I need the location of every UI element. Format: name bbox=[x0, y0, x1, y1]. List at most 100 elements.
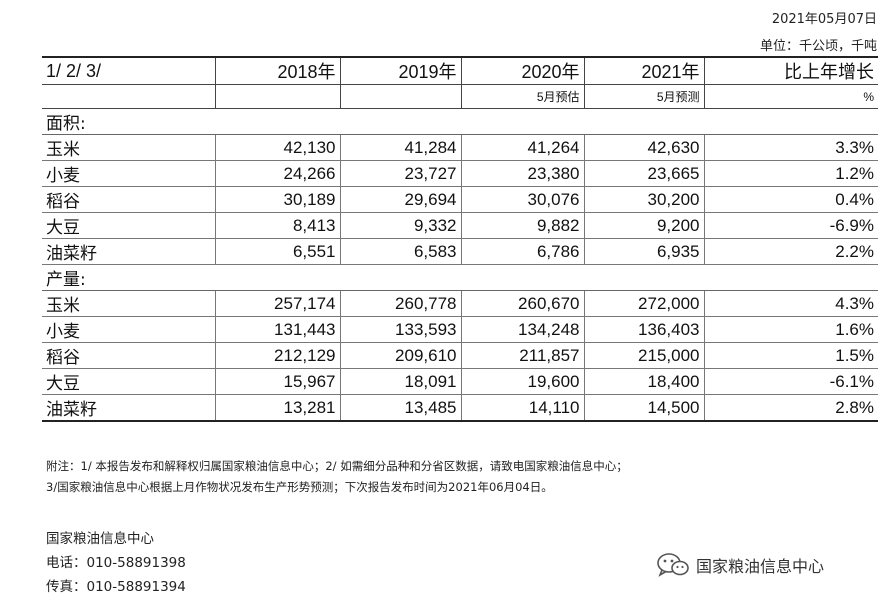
value-2018: 42,130 bbox=[214, 134, 340, 161]
table-row: 小麦 24,266 23,727 23,380 23,665 1.2% bbox=[42, 160, 878, 187]
value-growth: 3.3% bbox=[703, 134, 878, 161]
value-2021: 42,630 bbox=[583, 134, 704, 161]
value-growth: 1.6% bbox=[703, 316, 878, 343]
value-2019: 260,778 bbox=[339, 290, 461, 317]
value-2019: 13,485 bbox=[339, 394, 461, 422]
value-2020: 9,882 bbox=[460, 212, 584, 239]
value-growth: 4.3% bbox=[703, 290, 878, 317]
phone-number: 电话：010-58891398 bbox=[46, 555, 186, 571]
footnote-line-1: 附注：1/ 本报告发布和解释权归属国家粮油信息中心；2/ 如需细分品种和分省区数… bbox=[46, 459, 628, 473]
org-name: 国家粮油信息中心 bbox=[46, 531, 154, 547]
subheader-2018 bbox=[214, 84, 340, 109]
header-growth: 比上年增长 bbox=[703, 56, 878, 85]
value-growth: 2.8% bbox=[703, 394, 878, 422]
header-notes-ref: 1/ 2/ 3/ bbox=[42, 56, 215, 85]
header-2018: 2018年 bbox=[214, 56, 340, 85]
value-growth: -6.9% bbox=[703, 212, 878, 239]
value-2020: 6,786 bbox=[460, 238, 584, 265]
crop-name: 玉米 bbox=[42, 134, 215, 161]
crop-name: 小麦 bbox=[42, 160, 215, 187]
value-2018: 131,443 bbox=[214, 316, 340, 343]
table-row: 稻谷 30,189 29,694 30,076 30,200 0.4% bbox=[42, 186, 878, 213]
value-2020: 19,600 bbox=[460, 368, 584, 395]
header-2019: 2019年 bbox=[339, 56, 461, 85]
report-date: 2021年05月07日 bbox=[771, 12, 877, 27]
table-row: 油菜籽 13,281 13,485 14,110 14,500 2.8% bbox=[42, 394, 878, 422]
table-row: 小麦 131,443 133,593 134,248 136,403 1.6% bbox=[42, 316, 878, 343]
value-growth: 1.5% bbox=[703, 342, 878, 369]
value-2020: 30,076 bbox=[460, 186, 584, 213]
value-2021: 18,400 bbox=[583, 368, 704, 395]
value-2021: 272,000 bbox=[583, 290, 704, 317]
value-2019: 209,610 bbox=[339, 342, 461, 369]
value-2018: 212,129 bbox=[214, 342, 340, 369]
value-2019: 18,091 bbox=[339, 368, 461, 395]
subheader-2019 bbox=[339, 84, 461, 109]
value-2020: 23,380 bbox=[460, 160, 584, 187]
section-row-area: 面积: bbox=[42, 108, 878, 135]
section-label-area: 面积: bbox=[42, 108, 878, 135]
table-row: 稻谷 212,129 209,610 211,857 215,000 1.5% bbox=[42, 342, 878, 369]
crop-name: 稻谷 bbox=[42, 186, 215, 213]
value-2019: 29,694 bbox=[339, 186, 461, 213]
value-2021: 136,403 bbox=[583, 316, 704, 343]
value-2019: 6,583 bbox=[339, 238, 461, 265]
header-2020: 2020年 bbox=[460, 56, 584, 85]
value-2018: 15,967 bbox=[214, 368, 340, 395]
value-growth: 2.2% bbox=[703, 238, 878, 265]
value-2018: 257,174 bbox=[214, 290, 340, 317]
value-2021: 9,200 bbox=[583, 212, 704, 239]
value-2019: 9,332 bbox=[339, 212, 461, 239]
crop-name: 油菜籽 bbox=[42, 238, 215, 265]
value-growth: -6.1% bbox=[703, 368, 878, 395]
header-row: 1/ 2/ 3/ 2018年 2019年 2020年 2021年 比上年增长 bbox=[42, 56, 878, 85]
unit-label: 单位：千公顷，千吨 bbox=[759, 39, 877, 54]
value-2018: 6,551 bbox=[214, 238, 340, 265]
subheader-growth: % bbox=[703, 84, 878, 109]
value-2021: 23,665 bbox=[583, 160, 704, 187]
value-growth: 0.4% bbox=[703, 186, 878, 213]
value-2021: 30,200 bbox=[583, 186, 704, 213]
crop-name: 小麦 bbox=[42, 316, 215, 343]
value-2018: 30,189 bbox=[214, 186, 340, 213]
fax-number: 传真：010-58891394 bbox=[46, 579, 186, 595]
crop-name: 玉米 bbox=[42, 290, 215, 317]
subheader-row: 5月预估 5月预测 % bbox=[42, 84, 878, 109]
value-2018: 8,413 bbox=[214, 212, 340, 239]
watermark-text: 国家粮油信息中心 bbox=[696, 557, 825, 576]
wechat-icon bbox=[656, 552, 690, 578]
subheader-2020: 5月预估 bbox=[460, 84, 584, 109]
subheader-2021: 5月预测 bbox=[583, 84, 704, 109]
section-label-production: 产量: bbox=[42, 264, 878, 291]
value-growth: 1.2% bbox=[703, 160, 878, 187]
section-row-production: 产量: bbox=[42, 264, 878, 291]
crop-data-table: 1/ 2/ 3/ 2018年 2019年 2020年 2021年 比上年增长 5… bbox=[42, 56, 878, 422]
value-2019: 133,593 bbox=[339, 316, 461, 343]
value-2018: 24,266 bbox=[214, 160, 340, 187]
crop-name: 大豆 bbox=[42, 368, 215, 395]
value-2020: 134,248 bbox=[460, 316, 584, 343]
crop-name: 稻谷 bbox=[42, 342, 215, 369]
contact-block: 国家粮油信息中心 电话：010-58891398 传真：010-58891394 bbox=[46, 527, 186, 599]
header-2021: 2021年 bbox=[583, 56, 704, 85]
subheader-blank bbox=[42, 84, 215, 109]
value-2021: 215,000 bbox=[583, 342, 704, 369]
value-2019: 23,727 bbox=[339, 160, 461, 187]
value-2020: 41,264 bbox=[460, 134, 584, 161]
table-row: 玉米 257,174 260,778 260,670 272,000 4.3% bbox=[42, 290, 878, 317]
footnotes: 附注：1/ 本报告发布和解释权归属国家粮油信息中心；2/ 如需细分品种和分省区数… bbox=[46, 456, 881, 498]
value-2021: 14,500 bbox=[583, 394, 704, 422]
value-2020: 260,670 bbox=[460, 290, 584, 317]
table-row: 玉米 42,130 41,284 41,264 42,630 3.3% bbox=[42, 134, 878, 161]
value-2020: 211,857 bbox=[460, 342, 584, 369]
watermark: 国家粮油信息中心 bbox=[656, 552, 824, 578]
value-2020: 14,110 bbox=[460, 394, 584, 422]
value-2021: 6,935 bbox=[583, 238, 704, 265]
crop-name: 大豆 bbox=[42, 212, 215, 239]
value-2019: 41,284 bbox=[339, 134, 461, 161]
table-row: 大豆 15,967 18,091 19,600 18,400 -6.1% bbox=[42, 368, 878, 395]
table-row: 大豆 8,413 9,332 9,882 9,200 -6.9% bbox=[42, 212, 878, 239]
footnote-line-2: 3/国家粮油信息中心根据上月作物状况发布生产形势预测；下次报告发布时间为2021… bbox=[46, 480, 553, 494]
value-2018: 13,281 bbox=[214, 394, 340, 422]
crop-name: 油菜籽 bbox=[42, 394, 215, 422]
